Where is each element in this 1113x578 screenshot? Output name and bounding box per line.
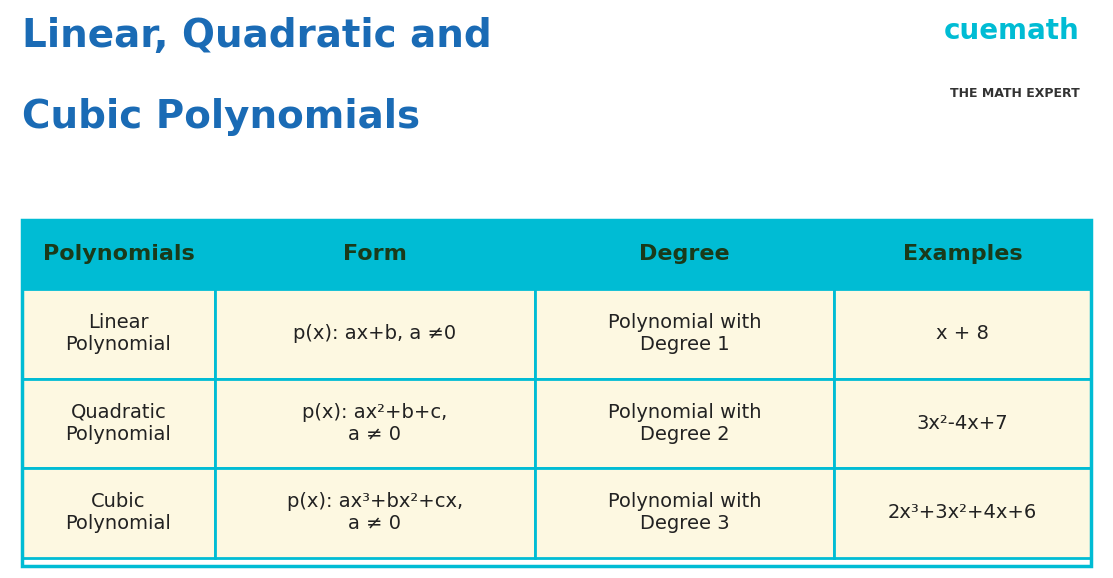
- Text: Examples: Examples: [903, 244, 1023, 264]
- Bar: [535, 289, 835, 379]
- Bar: [22, 220, 1091, 566]
- Bar: [22, 379, 215, 468]
- Text: 2x³+3x²+4x+6: 2x³+3x²+4x+6: [888, 503, 1037, 523]
- Text: THE MATH EXPERT: THE MATH EXPERT: [949, 87, 1080, 99]
- Text: Form: Form: [343, 244, 406, 264]
- Bar: [22, 468, 215, 558]
- Text: Cubic
Polynomial: Cubic Polynomial: [66, 492, 171, 533]
- Text: cuemath: cuemath: [944, 17, 1080, 45]
- Text: Polynomials: Polynomials: [42, 244, 195, 264]
- Text: Linear, Quadratic and: Linear, Quadratic and: [22, 17, 492, 55]
- Bar: [215, 379, 535, 468]
- Bar: [835, 468, 1091, 558]
- Text: Cubic Polynomials: Cubic Polynomials: [22, 98, 421, 136]
- Bar: [535, 468, 835, 558]
- Bar: [22, 289, 215, 379]
- Bar: [215, 289, 535, 379]
- Text: Polynomial with
Degree 3: Polynomial with Degree 3: [608, 492, 761, 533]
- Bar: [535, 220, 835, 289]
- Text: Degree: Degree: [639, 244, 730, 264]
- Text: x + 8: x + 8: [936, 324, 989, 343]
- Text: Polynomial with
Degree 1: Polynomial with Degree 1: [608, 313, 761, 354]
- Bar: [215, 468, 535, 558]
- Bar: [835, 379, 1091, 468]
- Text: Polynomial with
Degree 2: Polynomial with Degree 2: [608, 403, 761, 444]
- Text: 3x²-4x+7: 3x²-4x+7: [917, 414, 1008, 433]
- Text: p(x): ax³+bx²+cx,
a ≠ 0: p(x): ax³+bx²+cx, a ≠ 0: [287, 492, 463, 533]
- Bar: [22, 220, 215, 289]
- Text: p(x): ax²+b+c,
a ≠ 0: p(x): ax²+b+c, a ≠ 0: [303, 403, 447, 444]
- Text: p(x): ax+b, a ≠0: p(x): ax+b, a ≠0: [294, 324, 456, 343]
- Bar: [835, 289, 1091, 379]
- Text: Linear
Polynomial: Linear Polynomial: [66, 313, 171, 354]
- Bar: [835, 220, 1091, 289]
- Text: Quadratic
Polynomial: Quadratic Polynomial: [66, 403, 171, 444]
- Bar: [535, 379, 835, 468]
- Bar: [215, 220, 535, 289]
